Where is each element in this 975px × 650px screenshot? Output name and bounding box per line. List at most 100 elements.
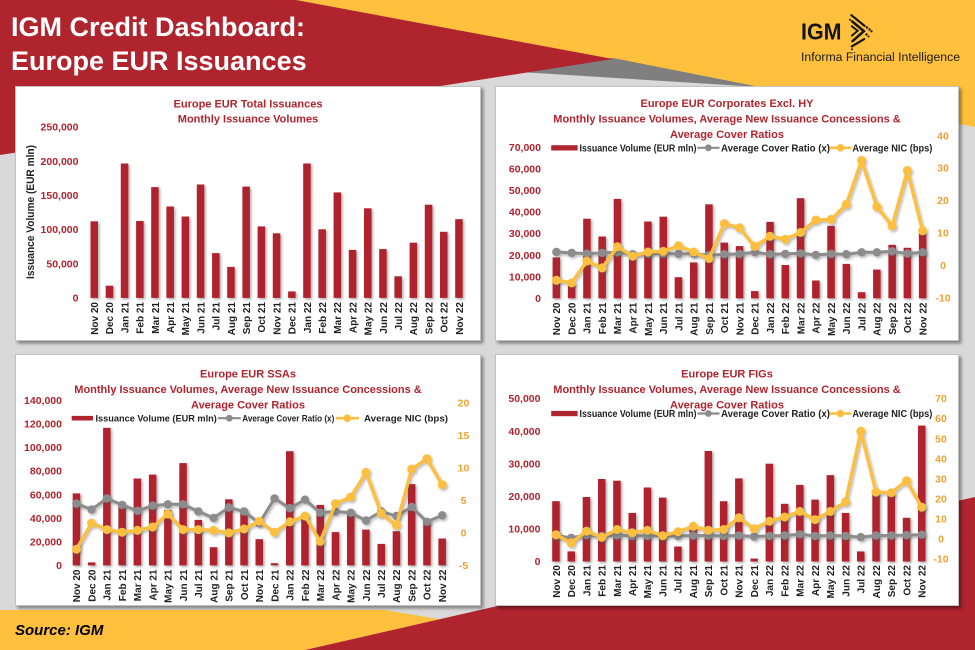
svg-text:Jul 22: Jul 22 <box>857 302 868 331</box>
svg-text:40,000: 40,000 <box>508 426 540 438</box>
svg-text:Sep 21: Sep 21 <box>242 302 253 335</box>
svg-text:Nov 22: Nov 22 <box>455 302 466 335</box>
svg-text:Average Cover Ratio (x): Average Cover Ratio (x) <box>242 414 334 425</box>
svg-text:Jun 21: Jun 21 <box>659 302 670 334</box>
svg-text:Feb 22: Feb 22 <box>301 569 312 601</box>
svg-text:Nov 21: Nov 21 <box>255 569 266 602</box>
svg-text:Aug 22: Aug 22 <box>409 302 420 336</box>
svg-text:-5: -5 <box>459 560 468 572</box>
svg-text:Jan 22: Jan 22 <box>766 302 777 334</box>
svg-text:Apr 22: Apr 22 <box>812 302 823 334</box>
svg-text:Issuance Volume (EUR mln): Issuance Volume (EUR mln) <box>96 414 217 425</box>
svg-text:Jun 22: Jun 22 <box>842 302 853 334</box>
svg-text:Jun 22: Jun 22 <box>379 302 390 334</box>
svg-text:20,000: 20,000 <box>30 537 62 549</box>
svg-text:20,000: 20,000 <box>508 491 540 503</box>
svg-text:Nov 20: Nov 20 <box>552 565 563 598</box>
svg-text:Dec 20: Dec 20 <box>105 302 116 335</box>
svg-text:Jan 22: Jan 22 <box>286 569 297 601</box>
svg-text:80,000: 80,000 <box>30 466 62 478</box>
svg-text:Jun 21: Jun 21 <box>659 565 670 597</box>
svg-text:50: 50 <box>935 433 947 445</box>
svg-text:0: 0 <box>73 293 79 305</box>
svg-text:20: 20 <box>935 494 947 506</box>
svg-text:Mar 21: Mar 21 <box>613 302 624 334</box>
svg-text:0: 0 <box>535 293 541 305</box>
svg-text:Apr 21: Apr 21 <box>166 302 177 334</box>
svg-text:Sep 22: Sep 22 <box>887 565 898 598</box>
svg-text:Apr 22: Apr 22 <box>348 302 359 334</box>
svg-text:May 22: May 22 <box>827 302 838 336</box>
svg-text:10,000: 10,000 <box>508 524 540 536</box>
svg-text:May 22: May 22 <box>364 302 375 336</box>
svg-text:5: 5 <box>461 495 467 507</box>
svg-text:Nov 20: Nov 20 <box>90 302 101 335</box>
svg-text:Dec 20: Dec 20 <box>568 302 579 335</box>
svg-text:Average NIC (bps): Average NIC (bps) <box>852 143 932 154</box>
svg-text:40,000: 40,000 <box>30 513 62 525</box>
svg-text:30,000: 30,000 <box>509 228 541 240</box>
svg-text:50,000: 50,000 <box>508 393 540 405</box>
svg-text:Monthly Issuance Volumes, Aver: Monthly Issuance Volumes, Average New Is… <box>74 384 421 396</box>
svg-text:Mar 21: Mar 21 <box>133 569 144 601</box>
svg-text:40: 40 <box>937 130 949 142</box>
svg-text:Jan 22: Jan 22 <box>303 302 314 334</box>
svg-text:30,000: 30,000 <box>508 458 540 470</box>
svg-text:Jul 22: Jul 22 <box>377 569 388 598</box>
svg-text:Apr 21: Apr 21 <box>629 302 640 334</box>
svg-text:200,000: 200,000 <box>41 156 79 168</box>
svg-text:Issuance Volume (EUR mln): Issuance Volume (EUR mln) <box>580 143 697 154</box>
svg-text:Issuance Volume (EUR mln): Issuance Volume (EUR mln) <box>25 145 37 279</box>
svg-text:Oct 22: Oct 22 <box>440 302 451 333</box>
svg-text:Monthly Issuance Volumes, Aver: Monthly Issuance Volumes, Average New Is… <box>553 384 900 396</box>
svg-text:30: 30 <box>935 473 947 485</box>
svg-text:15: 15 <box>458 430 470 442</box>
svg-text:60,000: 60,000 <box>509 163 541 175</box>
svg-text:Jun 22: Jun 22 <box>841 565 852 597</box>
svg-text:Jun 22: Jun 22 <box>362 569 373 601</box>
svg-text:Dec 21: Dec 21 <box>751 302 762 335</box>
svg-text:Feb 21: Feb 21 <box>598 302 609 334</box>
svg-text:20: 20 <box>937 195 949 207</box>
svg-text:10,000: 10,000 <box>509 271 541 283</box>
svg-text:Jun 21: Jun 21 <box>179 569 190 601</box>
svg-text:50,000: 50,000 <box>46 258 78 270</box>
svg-text:Jan 21: Jan 21 <box>103 569 114 601</box>
svg-text:Nov 22: Nov 22 <box>918 565 929 598</box>
svg-text:Feb 22: Feb 22 <box>781 302 792 334</box>
svg-text:Nov 20: Nov 20 <box>552 302 563 335</box>
svg-text:60,000: 60,000 <box>30 489 62 501</box>
svg-text:0: 0 <box>938 534 944 546</box>
svg-text:0: 0 <box>535 556 541 568</box>
svg-text:Feb 21: Feb 21 <box>136 302 147 334</box>
svg-text:Sep 22: Sep 22 <box>424 302 435 335</box>
svg-text:-10: -10 <box>933 554 948 566</box>
svg-text:Jun 21: Jun 21 <box>196 302 207 334</box>
svg-text:Jul 21: Jul 21 <box>194 569 205 598</box>
svg-text:May 21: May 21 <box>644 302 655 336</box>
svg-text:Oct 21: Oct 21 <box>719 565 730 596</box>
svg-text:Mar 21: Mar 21 <box>151 302 162 334</box>
svg-text:20: 20 <box>458 397 470 409</box>
svg-text:Average NIC (bps): Average NIC (bps) <box>852 409 932 420</box>
svg-text:50,000: 50,000 <box>509 185 541 197</box>
svg-text:Monthly Issuance Volumes, Aver: Monthly Issuance Volumes, Average New Is… <box>553 114 900 126</box>
svg-text:140,000: 140,000 <box>24 395 62 407</box>
svg-text:Mar 22: Mar 22 <box>316 569 327 601</box>
svg-text:0: 0 <box>940 260 946 272</box>
svg-text:IGM: IGM <box>801 19 842 45</box>
svg-text:Jan 21: Jan 21 <box>120 302 131 334</box>
svg-text:Oct 21: Oct 21 <box>240 569 251 600</box>
svg-text:10: 10 <box>458 462 470 474</box>
svg-text:Jan 22: Jan 22 <box>765 565 776 597</box>
svg-text:Mar 22: Mar 22 <box>796 565 807 597</box>
svg-text:Aug 21: Aug 21 <box>689 565 700 599</box>
svg-text:150,000: 150,000 <box>41 190 79 202</box>
svg-text:Average Cover Ratios: Average Cover Ratios <box>191 400 305 412</box>
svg-text:10: 10 <box>935 514 947 526</box>
svg-text:40: 40 <box>935 453 947 465</box>
svg-text:Dec 20: Dec 20 <box>567 565 578 598</box>
svg-text:Jul 21: Jul 21 <box>674 302 685 331</box>
svg-text:Sep 21: Sep 21 <box>705 302 716 335</box>
svg-text:Average Cover Ratios: Average Cover Ratios <box>670 129 784 141</box>
